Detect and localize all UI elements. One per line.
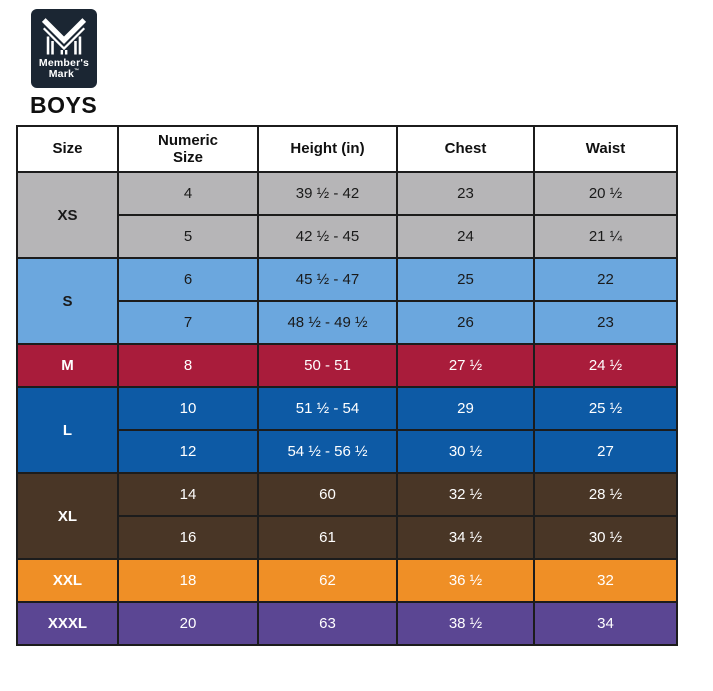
- logo-wordmark: Member's Mark™: [39, 58, 89, 79]
- chest-cell: 24: [396, 214, 535, 259]
- table-row: L 10 51 ½ - 54 29 25 ½: [16, 386, 678, 474]
- waist-cell: 21 ¼: [533, 214, 678, 259]
- size-cell: S: [16, 257, 119, 345]
- chest-cell: 36 ½: [396, 558, 535, 603]
- table-row: 12 54 ½ - 56 ½ 30 ½ 27: [17, 429, 678, 474]
- logo-line2: Mark™: [48, 67, 80, 80]
- numeric-size-cell: 8: [117, 343, 259, 388]
- col-header-size: Size: [16, 125, 119, 173]
- waist-cell: 30 ½: [533, 515, 678, 560]
- chest-cell: 32 ½: [396, 472, 535, 517]
- numeric-size-cell: 6: [117, 257, 259, 302]
- page-title: BOYS: [30, 92, 98, 118]
- height-cell: 48 ½ - 49 ½: [257, 300, 398, 345]
- size-cell: M: [16, 343, 119, 388]
- chest-cell: 25: [396, 257, 535, 302]
- col-header-chest: Chest: [396, 125, 535, 173]
- chest-cell: 38 ½: [396, 601, 535, 646]
- height-cell: 60: [257, 472, 398, 517]
- size-cell: XXL: [16, 558, 119, 603]
- numeric-size-cell: 12: [117, 429, 259, 474]
- table-row: XL 14 60 32 ½ 28 ½: [16, 472, 678, 560]
- size-cell: L: [16, 386, 119, 474]
- col-header-height: Height (in): [257, 125, 398, 173]
- waist-cell: 32: [533, 558, 678, 603]
- numeric-size-cell: 10: [117, 386, 259, 431]
- table-row: 16 61 34 ½ 30 ½: [17, 515, 678, 560]
- logo-line1: Member's: [38, 57, 90, 69]
- height-cell: 45 ½ - 47: [257, 257, 398, 302]
- waist-cell: 34: [533, 601, 678, 646]
- height-cell: 63: [257, 601, 398, 646]
- size-cell: XS: [16, 171, 119, 259]
- numeric-size-cell: 14: [117, 472, 259, 517]
- table-row: 7 48 ½ - 49 ½ 26 23: [17, 300, 678, 345]
- trademark-symbol: ™: [74, 67, 80, 74]
- numeric-size-cell: 20: [117, 601, 259, 646]
- waist-cell: 27: [533, 429, 678, 474]
- numeric-size-cell: 18: [117, 558, 259, 603]
- members-mark-m-icon: [41, 18, 87, 55]
- size-chart-table: Size Numeric Size Height (in) Chest Wais…: [16, 125, 678, 646]
- height-cell: 39 ½ - 42: [257, 171, 398, 216]
- numeric-size-cell: 7: [117, 300, 259, 345]
- chest-cell: 30 ½: [396, 429, 535, 474]
- height-cell: 62: [257, 558, 398, 603]
- waist-cell: 24 ½: [533, 343, 678, 388]
- height-cell: 61: [257, 515, 398, 560]
- table-row: XXL 18 62 36 ½ 32: [16, 558, 678, 603]
- numeric-size-cell: 5: [117, 214, 259, 259]
- numeric-size-cell: 16: [117, 515, 259, 560]
- waist-cell: 28 ½: [533, 472, 678, 517]
- chest-cell: 34 ½: [396, 515, 535, 560]
- size-cell: XL: [16, 472, 119, 560]
- waist-cell: 23: [533, 300, 678, 345]
- waist-cell: 25 ½: [533, 386, 678, 431]
- col-header-numeric-size: Numeric Size: [117, 125, 259, 173]
- table-row: S 6 45 ½ - 47 25 22: [16, 257, 678, 345]
- waist-cell: 20 ½: [533, 171, 678, 216]
- header-row: Size Numeric Size Height (in) Chest Wais…: [16, 125, 678, 173]
- size-cell: XXXL: [16, 601, 119, 646]
- waist-cell: 22: [533, 257, 678, 302]
- numeric-size-cell: 4: [117, 171, 259, 216]
- height-cell: 54 ½ - 56 ½: [257, 429, 398, 474]
- members-mark-logo: Member's Mark™: [31, 9, 97, 88]
- table-row: M 8 50 - 51 27 ½ 24 ½: [16, 343, 678, 388]
- table-row: 5 42 ½ - 45 24 21 ¼: [17, 214, 678, 259]
- chest-cell: 26: [396, 300, 535, 345]
- height-cell: 42 ½ - 45: [257, 214, 398, 259]
- chest-cell: 29: [396, 386, 535, 431]
- height-cell: 51 ½ - 54: [257, 386, 398, 431]
- chest-cell: 23: [396, 171, 535, 216]
- table-row: XS 4 39 ½ - 42 23 20 ½: [16, 171, 678, 259]
- chest-cell: 27 ½: [396, 343, 535, 388]
- height-cell: 50 - 51: [257, 343, 398, 388]
- table-row: XXXL 20 63 38 ½ 34: [16, 601, 678, 646]
- col-header-waist: Waist: [533, 125, 678, 173]
